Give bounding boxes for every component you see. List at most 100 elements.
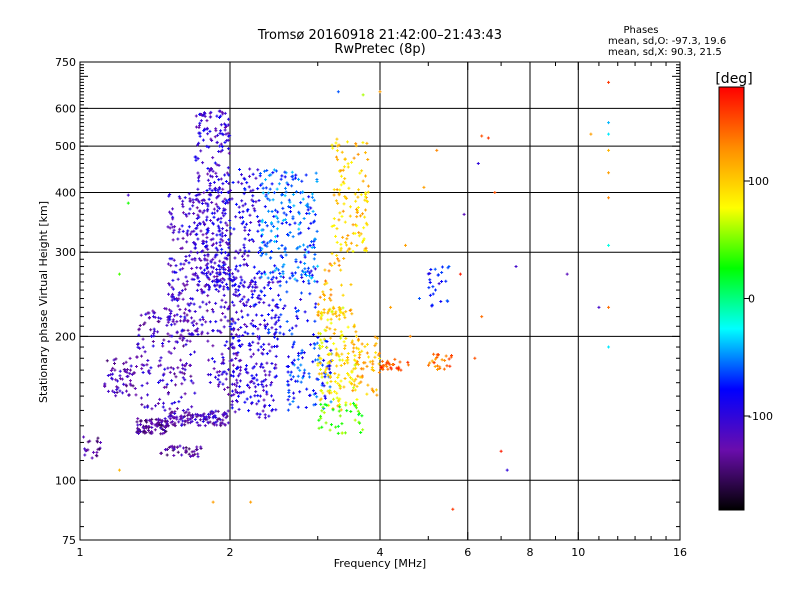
data-point bbox=[253, 282, 257, 286]
data-point bbox=[335, 364, 339, 368]
data-point bbox=[308, 292, 312, 296]
data-point bbox=[320, 375, 324, 379]
data-point bbox=[293, 306, 297, 310]
data-point bbox=[177, 420, 181, 424]
data-point bbox=[287, 355, 291, 359]
data-point bbox=[177, 297, 181, 301]
data-point bbox=[195, 415, 199, 419]
data-point bbox=[250, 379, 254, 383]
data-point bbox=[197, 279, 201, 283]
data-point bbox=[196, 327, 200, 331]
data-point bbox=[196, 455, 200, 459]
data-point bbox=[321, 290, 325, 294]
data-point bbox=[349, 409, 353, 413]
data-point bbox=[276, 337, 280, 341]
data-point bbox=[186, 417, 190, 421]
data-point bbox=[236, 366, 240, 370]
data-point bbox=[255, 402, 259, 406]
data-point bbox=[355, 360, 359, 364]
data-point bbox=[168, 193, 172, 197]
data-point bbox=[215, 196, 219, 200]
data-point bbox=[352, 401, 356, 405]
data-point bbox=[274, 320, 278, 324]
data-point bbox=[314, 302, 318, 306]
data-point bbox=[213, 421, 217, 425]
data-point bbox=[353, 192, 357, 196]
data-point bbox=[214, 241, 218, 245]
data-point bbox=[174, 375, 178, 379]
data-point bbox=[316, 336, 320, 340]
data-point bbox=[239, 281, 243, 285]
data-point bbox=[607, 196, 611, 200]
data-point bbox=[307, 212, 311, 216]
data-point bbox=[360, 342, 364, 346]
data-point bbox=[246, 313, 250, 317]
data-point bbox=[134, 393, 138, 397]
data-point bbox=[176, 304, 180, 308]
data-point bbox=[167, 350, 171, 354]
data-point bbox=[300, 273, 304, 277]
data-point bbox=[314, 402, 318, 406]
data-point bbox=[347, 373, 351, 377]
data-point bbox=[277, 182, 281, 186]
data-point bbox=[181, 367, 185, 371]
data-point bbox=[150, 426, 154, 430]
data-point bbox=[166, 315, 170, 319]
data-point bbox=[370, 366, 374, 370]
data-point bbox=[189, 417, 193, 421]
data-point bbox=[358, 214, 362, 218]
data-point bbox=[146, 405, 150, 409]
data-point bbox=[171, 238, 175, 242]
data-point bbox=[350, 370, 354, 374]
data-point bbox=[133, 386, 137, 390]
data-point bbox=[380, 359, 384, 363]
data-point bbox=[262, 286, 266, 290]
data-point bbox=[202, 272, 206, 276]
y-tick-label: 400 bbox=[55, 186, 76, 199]
data-point bbox=[204, 232, 208, 236]
data-point bbox=[181, 344, 185, 348]
data-point bbox=[213, 360, 217, 364]
data-point bbox=[251, 239, 255, 243]
data-point bbox=[197, 257, 201, 261]
data-point bbox=[199, 149, 203, 153]
data-point bbox=[312, 346, 316, 350]
data-point bbox=[259, 249, 262, 253]
data-point bbox=[251, 204, 255, 208]
data-point bbox=[173, 322, 177, 326]
data-point bbox=[214, 375, 218, 379]
data-point bbox=[217, 163, 221, 167]
data-point bbox=[408, 334, 412, 338]
data-point bbox=[195, 226, 199, 230]
data-point bbox=[280, 201, 284, 205]
data-point bbox=[171, 287, 175, 291]
data-point bbox=[323, 282, 327, 286]
data-point bbox=[215, 253, 219, 257]
data-point bbox=[183, 284, 187, 288]
data-point bbox=[86, 448, 90, 452]
data-point bbox=[297, 212, 301, 216]
data-point bbox=[263, 294, 267, 298]
data-point bbox=[357, 420, 361, 424]
data-point bbox=[206, 247, 210, 251]
data-point bbox=[221, 239, 225, 243]
data-point bbox=[256, 187, 260, 191]
data-point bbox=[273, 264, 277, 268]
data-point bbox=[182, 262, 186, 266]
data-point bbox=[224, 272, 228, 276]
data-point bbox=[359, 232, 363, 236]
data-point bbox=[186, 328, 190, 332]
data-point bbox=[241, 334, 245, 338]
data-point bbox=[270, 326, 274, 330]
data-point bbox=[184, 450, 188, 454]
data-point bbox=[437, 282, 441, 286]
data-point bbox=[201, 413, 205, 417]
data-point bbox=[299, 201, 303, 205]
data-point bbox=[308, 375, 312, 379]
data-point bbox=[365, 351, 369, 355]
data-point bbox=[210, 201, 214, 205]
data-point bbox=[221, 200, 225, 204]
data-point bbox=[276, 216, 280, 220]
data-point bbox=[338, 211, 342, 215]
data-point bbox=[314, 171, 318, 175]
